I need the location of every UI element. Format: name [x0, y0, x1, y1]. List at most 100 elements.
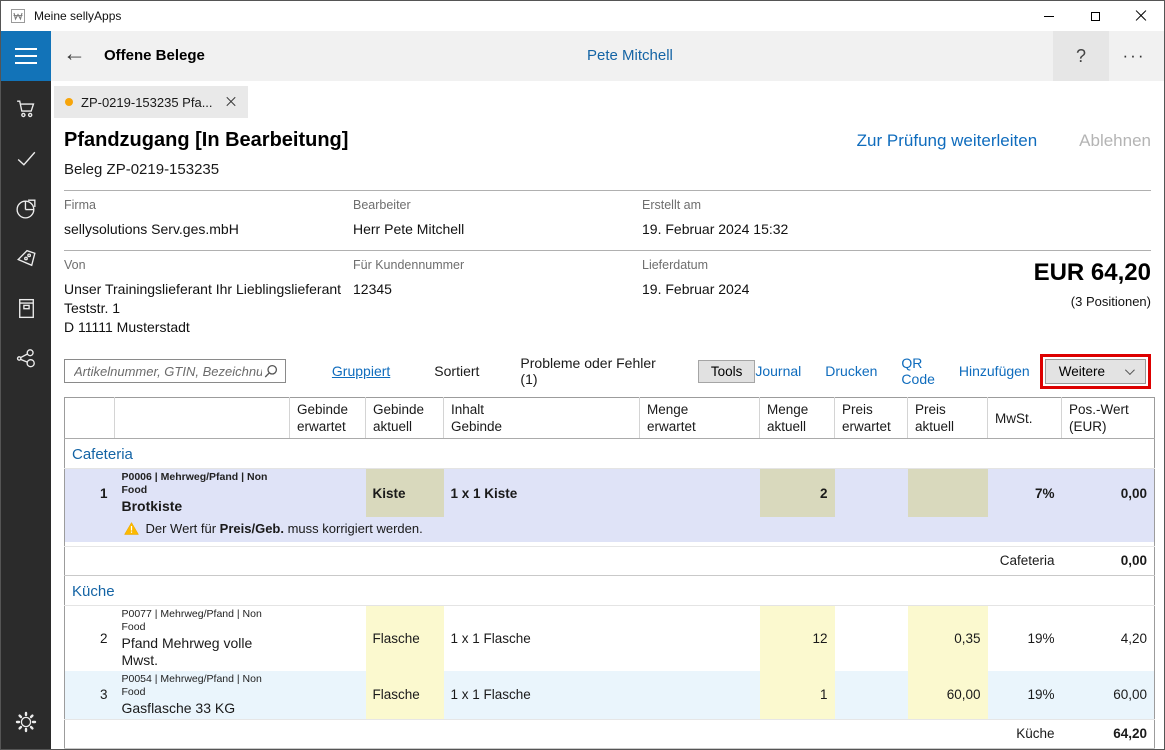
help-button[interactable]: ?	[1053, 31, 1109, 81]
inhalt-gebinde-cell: 1 x 1 Flasche	[444, 605, 640, 671]
positions-table: Gebinde erwartet Gebinde aktuell Inhalt …	[64, 397, 1155, 750]
more-actions-button[interactable]: Weitere	[1045, 359, 1146, 384]
close-button[interactable]	[1118, 1, 1164, 31]
page-title: Offene Belege	[104, 47, 205, 64]
field-value-von: Unser Trainingslieferant Ihr Lieblingsli…	[64, 280, 353, 337]
maximize-button[interactable]	[1072, 1, 1118, 31]
col-header-article[interactable]	[115, 398, 290, 439]
preis-aktuell-cell[interactable]	[908, 469, 988, 518]
menu-button[interactable]	[1, 31, 51, 81]
field-label-bearbeiter: Bearbeiter	[353, 198, 642, 212]
app-window: Meine sellyApps ← Offene Belege Pete Mit…	[0, 0, 1165, 750]
field-value-erstellt-am: 19. Februar 2024 15:32	[642, 220, 972, 239]
settings-button[interactable]	[14, 710, 38, 739]
book-icon	[14, 296, 39, 321]
check-icon	[14, 146, 39, 171]
subtotal-label: Cafeteria	[988, 546, 1062, 575]
tab-strip: ZP-0219-153235 Pfa...	[51, 81, 1164, 118]
tools-button[interactable]: Tools	[698, 360, 756, 383]
gear-icon	[14, 710, 38, 734]
subtotal-value: 64,20	[1062, 719, 1155, 748]
col-header-inhalt-gebinde[interactable]: Inhalt Gebinde	[444, 398, 640, 439]
article-cell: P0077 | Mehrweg/Pfand | Non Food Pfand M…	[115, 605, 290, 671]
sidebar-item-chart[interactable]	[9, 195, 43, 221]
positions-count: (3 Positionen)	[1034, 294, 1151, 309]
group-header-kueche[interactable]: Küche	[65, 575, 1155, 605]
window-titlebar: Meine sellyApps	[1, 1, 1164, 31]
sidebar-item-book[interactable]	[9, 295, 43, 321]
sorted-toggle[interactable]: Sortiert	[434, 363, 479, 379]
field-label-lieferdatum: Lieferdatum	[642, 258, 972, 272]
cart-icon	[14, 96, 39, 121]
add-link[interactable]: Hinzufügen	[959, 363, 1030, 379]
table-row[interactable]: 2 P0077 | Mehrweg/Pfand | Non Food Pfand…	[65, 605, 1155, 671]
search-box[interactable]	[64, 359, 286, 383]
menge-erwartet-cell	[640, 671, 760, 720]
qr-code-link[interactable]: QR Code	[901, 355, 934, 387]
col-header-menge-erwartet[interactable]: Menge erwartet	[640, 398, 760, 439]
item-toolbar: Gruppiert Sortiert Probleme oder Fehler …	[64, 358, 1151, 384]
sidebar-item-tag[interactable]	[9, 245, 43, 271]
problems-filter[interactable]: Probleme oder Fehler (1)	[520, 355, 659, 387]
menge-aktuell-cell[interactable]: 1	[760, 671, 835, 720]
minimize-button[interactable]	[1026, 1, 1072, 31]
tab-close-icon[interactable]	[225, 96, 237, 108]
subtotal-value: 0,00	[1062, 546, 1155, 575]
search-icon	[264, 364, 278, 378]
field-label-firma: Firma	[64, 198, 353, 212]
col-header-pos-wert[interactable]: Pos.-Wert (EUR)	[1062, 398, 1155, 439]
reject-link[interactable]: Ablehnen	[1079, 131, 1151, 151]
col-header-preis-erwartet[interactable]: Preis erwartet	[835, 398, 908, 439]
share-icon	[14, 346, 39, 371]
mwst-cell: 19%	[988, 671, 1062, 720]
article-cell: P0054 | Mehrweg/Pfand | Non Food Gasflas…	[115, 671, 290, 720]
total-amount: EUR 64,20	[1034, 259, 1151, 287]
overflow-menu-button[interactable]: ···	[1112, 31, 1156, 81]
col-header-menge-aktuell[interactable]: Menge aktuell	[760, 398, 835, 439]
table-header-row: Gebinde erwartet Gebinde aktuell Inhalt …	[65, 398, 1155, 439]
inhalt-gebinde-cell: 1 x 1 Kiste	[444, 469, 640, 518]
app-icon	[10, 8, 26, 24]
table-row[interactable]: 3 P0054 | Mehrweg/Pfand | Non Food Gasfl…	[65, 671, 1155, 720]
mwst-cell: 7%	[988, 469, 1062, 518]
preis-aktuell-cell[interactable]: 60,00	[908, 671, 988, 720]
forward-for-review-link[interactable]: Zur Prüfung weiterleiten	[857, 131, 1037, 151]
sidebar-item-share[interactable]	[9, 345, 43, 371]
col-header-preis-aktuell[interactable]: Preis aktuell	[908, 398, 988, 439]
field-value-bearbeiter: Herr Pete Mitchell	[353, 220, 642, 239]
grouped-toggle[interactable]: Gruppiert	[332, 363, 390, 379]
col-header-mwst[interactable]: MwSt.	[988, 398, 1062, 439]
col-header-num[interactable]	[65, 398, 115, 439]
preis-aktuell-cell[interactable]: 0,35	[908, 605, 988, 671]
gebinde-aktuell-cell[interactable]: Flasche	[366, 605, 444, 671]
group-header-cafeteria[interactable]: Cafeteria	[65, 439, 1155, 469]
field-value-kundennummer: 12345	[353, 280, 642, 299]
sidebar	[1, 81, 51, 749]
article-cell: P0006 | Mehrweg/Pfand | Non Food Brotkis…	[115, 469, 290, 518]
unsaved-dot-icon	[65, 98, 73, 106]
row-warning: Der Wert für Preis/Geb. muss korrigiert …	[65, 517, 1155, 542]
pos-wert-cell: 4,20	[1062, 605, 1155, 671]
back-button[interactable]: ←	[63, 40, 86, 67]
user-name[interactable]: Pete Mitchell	[587, 47, 673, 64]
document-tab[interactable]: ZP-0219-153235 Pfa...	[54, 86, 248, 118]
gebinde-aktuell-cell[interactable]: Kiste	[366, 469, 444, 518]
col-header-gebinde-aktuell[interactable]: Gebinde aktuell	[366, 398, 444, 439]
pie-chart-icon	[14, 196, 39, 221]
inhalt-gebinde-cell: 1 x 1 Flasche	[444, 671, 640, 720]
pos-wert-cell: 0,00	[1062, 469, 1155, 518]
journal-link[interactable]: Journal	[755, 363, 801, 379]
sidebar-item-check[interactable]	[9, 145, 43, 171]
field-value-firma: sellysolutions Serv.ges.mbH	[64, 220, 353, 239]
row-number: 3	[65, 671, 115, 720]
pos-wert-cell: 60,00	[1062, 671, 1155, 720]
print-link[interactable]: Drucken	[825, 363, 877, 379]
menge-aktuell-cell[interactable]: 12	[760, 605, 835, 671]
sidebar-item-cart[interactable]	[9, 95, 43, 121]
table-row[interactable]: 1 P0006 | Mehrweg/Pfand | Non Food Brotk…	[65, 469, 1155, 518]
gebinde-aktuell-cell[interactable]: Flasche	[366, 671, 444, 720]
col-header-gebinde-erwartet[interactable]: Gebinde erwartet	[290, 398, 366, 439]
search-input[interactable]	[72, 363, 264, 380]
menge-aktuell-cell[interactable]: 2	[760, 469, 835, 518]
article-code: P0054 | Mehrweg/Pfand | Non Food	[122, 673, 283, 699]
